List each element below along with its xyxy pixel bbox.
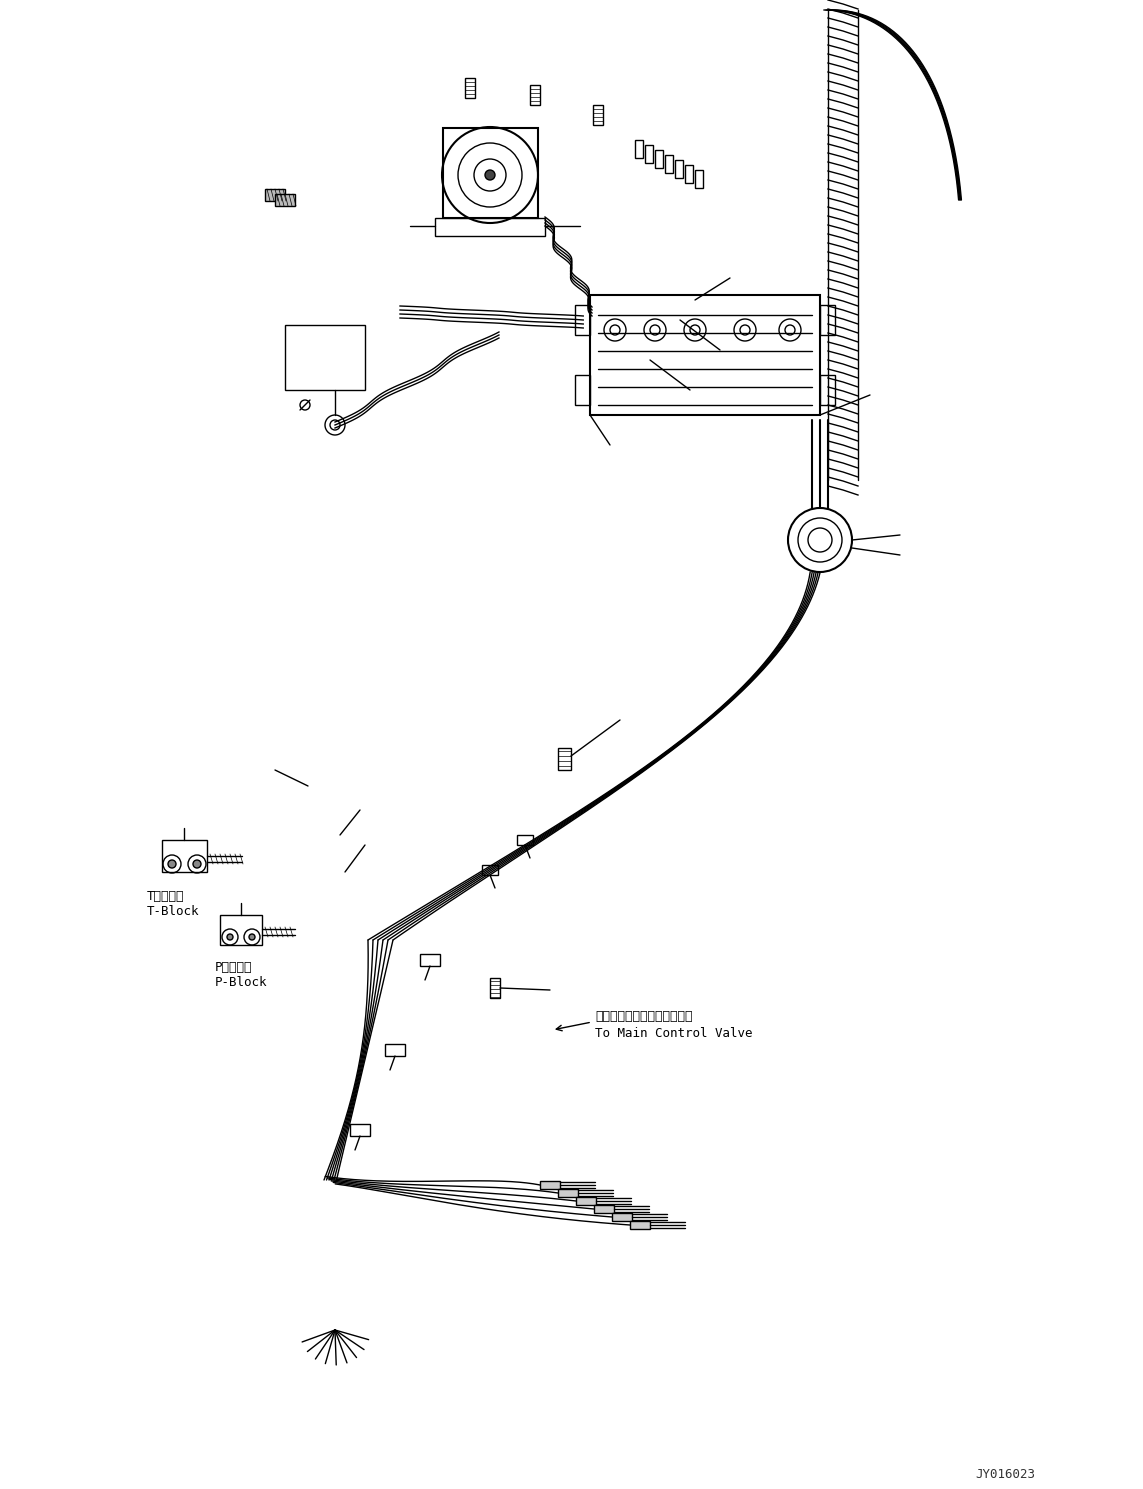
- Bar: [655, 150, 663, 168]
- Bar: [482, 865, 498, 876]
- Bar: [685, 165, 693, 183]
- Text: Pブロック: Pブロック: [215, 960, 253, 974]
- Bar: [265, 189, 285, 201]
- Text: JY016023: JY016023: [975, 1468, 1036, 1482]
- Circle shape: [168, 861, 176, 868]
- Bar: [285, 325, 365, 390]
- Bar: [636, 140, 644, 158]
- Bar: [558, 747, 572, 770]
- Bar: [594, 1205, 614, 1214]
- Bar: [820, 305, 836, 335]
- Bar: [575, 305, 590, 335]
- Bar: [275, 194, 295, 205]
- Bar: [517, 835, 533, 844]
- Bar: [558, 1190, 578, 1197]
- Bar: [162, 840, 207, 873]
- Circle shape: [249, 934, 255, 940]
- Bar: [575, 375, 590, 405]
- Bar: [539, 1181, 560, 1190]
- Bar: [593, 106, 604, 125]
- Text: To Main Control Valve: To Main Control Valve: [596, 1027, 752, 1039]
- Bar: [350, 1124, 370, 1136]
- Bar: [645, 144, 653, 162]
- Circle shape: [227, 934, 233, 940]
- Bar: [435, 217, 545, 235]
- Bar: [676, 159, 684, 179]
- Circle shape: [485, 170, 495, 180]
- Bar: [443, 128, 538, 217]
- Text: P-Block: P-Block: [215, 975, 267, 989]
- Bar: [590, 295, 820, 415]
- Text: メインコントロールバルブへ: メインコントロールバルブへ: [596, 1010, 693, 1023]
- Circle shape: [193, 861, 201, 868]
- Bar: [530, 85, 539, 106]
- Bar: [665, 155, 673, 173]
- Bar: [490, 978, 499, 998]
- Bar: [612, 1214, 632, 1221]
- Bar: [695, 170, 703, 188]
- Bar: [576, 1197, 596, 1205]
- Text: Tブロック: Tブロック: [147, 890, 184, 902]
- Bar: [219, 916, 262, 946]
- Bar: [419, 954, 440, 966]
- Text: T-Block: T-Block: [147, 905, 200, 919]
- Bar: [630, 1221, 650, 1228]
- Bar: [385, 1044, 405, 1056]
- Bar: [465, 77, 475, 98]
- Bar: [820, 375, 836, 405]
